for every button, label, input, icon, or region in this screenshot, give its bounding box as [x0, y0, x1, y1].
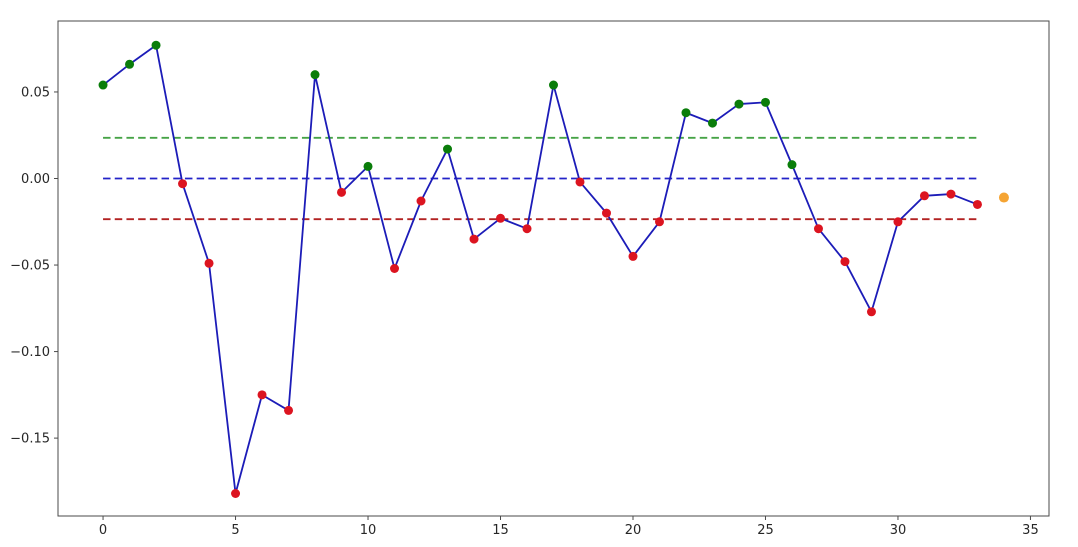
data-point-marker-negative: [204, 258, 214, 268]
data-point-marker-negative: [257, 390, 267, 400]
x-axis-tick-label: 5: [231, 523, 239, 538]
data-point-marker-positive: [125, 59, 135, 69]
data-point-marker-negative: [866, 307, 876, 317]
y-axis-tick-label: −0.05: [10, 259, 50, 274]
data-point-marker-negative: [946, 189, 956, 199]
x-axis-tick-label: 20: [625, 523, 642, 538]
data-point-marker-negative: [416, 196, 426, 206]
orange-forecast-point: [998, 192, 1009, 203]
plot-border: [57, 20, 1050, 517]
data-point-marker-negative: [390, 264, 400, 273]
data-point-marker-negative: [972, 199, 982, 209]
y-axis-tick-label: 0.05: [21, 85, 50, 100]
data-point-marker-positive: [151, 40, 161, 50]
data-point-marker-positive: [549, 80, 558, 90]
data-point-marker-negative: [628, 251, 638, 261]
data-point-marker-negative: [893, 217, 903, 227]
data-point-marker-positive: [310, 70, 320, 80]
data-point-marker-negative: [496, 213, 506, 223]
data-point-marker-positive: [363, 161, 373, 171]
data-point-marker-negative: [813, 224, 823, 234]
data-point-marker-negative: [919, 191, 929, 201]
data-point-marker-negative: [654, 217, 664, 227]
x-axis-tick-label: 10: [360, 523, 377, 538]
data-point-marker-negative: [469, 234, 479, 244]
data-point-marker-negative: [178, 179, 188, 189]
data-point-marker-negative: [601, 208, 611, 218]
x-axis-tick-label: 15: [492, 523, 509, 538]
x-axis-tick-label: 0: [99, 523, 107, 538]
data-point-marker-positive: [443, 144, 453, 154]
data-point-marker-positive: [98, 80, 108, 90]
data-point-marker-positive: [707, 118, 717, 128]
data-point-marker-negative: [840, 257, 850, 267]
data-point-marker-negative: [284, 405, 294, 415]
x-axis-tick-label: 30: [890, 523, 907, 538]
data-point-marker-positive: [760, 97, 770, 107]
data-point-marker-positive: [787, 160, 797, 170]
y-axis-tick-label: 0.00: [21, 172, 50, 187]
data-point-marker-negative: [231, 489, 241, 498]
x-axis-tick-label: 35: [1022, 523, 1039, 538]
x-axis-tick-label: 25: [757, 523, 774, 538]
data-point-marker-negative: [575, 177, 585, 187]
data-point-marker-positive: [734, 99, 744, 109]
data-point-marker-negative: [522, 224, 532, 234]
data-point-marker-negative: [337, 187, 347, 197]
y-axis-tick-label: −0.10: [10, 345, 50, 360]
series-line: [102, 44, 978, 495]
data-point-marker-positive: [681, 108, 691, 118]
y-axis-tick-label: −0.15: [10, 432, 50, 447]
